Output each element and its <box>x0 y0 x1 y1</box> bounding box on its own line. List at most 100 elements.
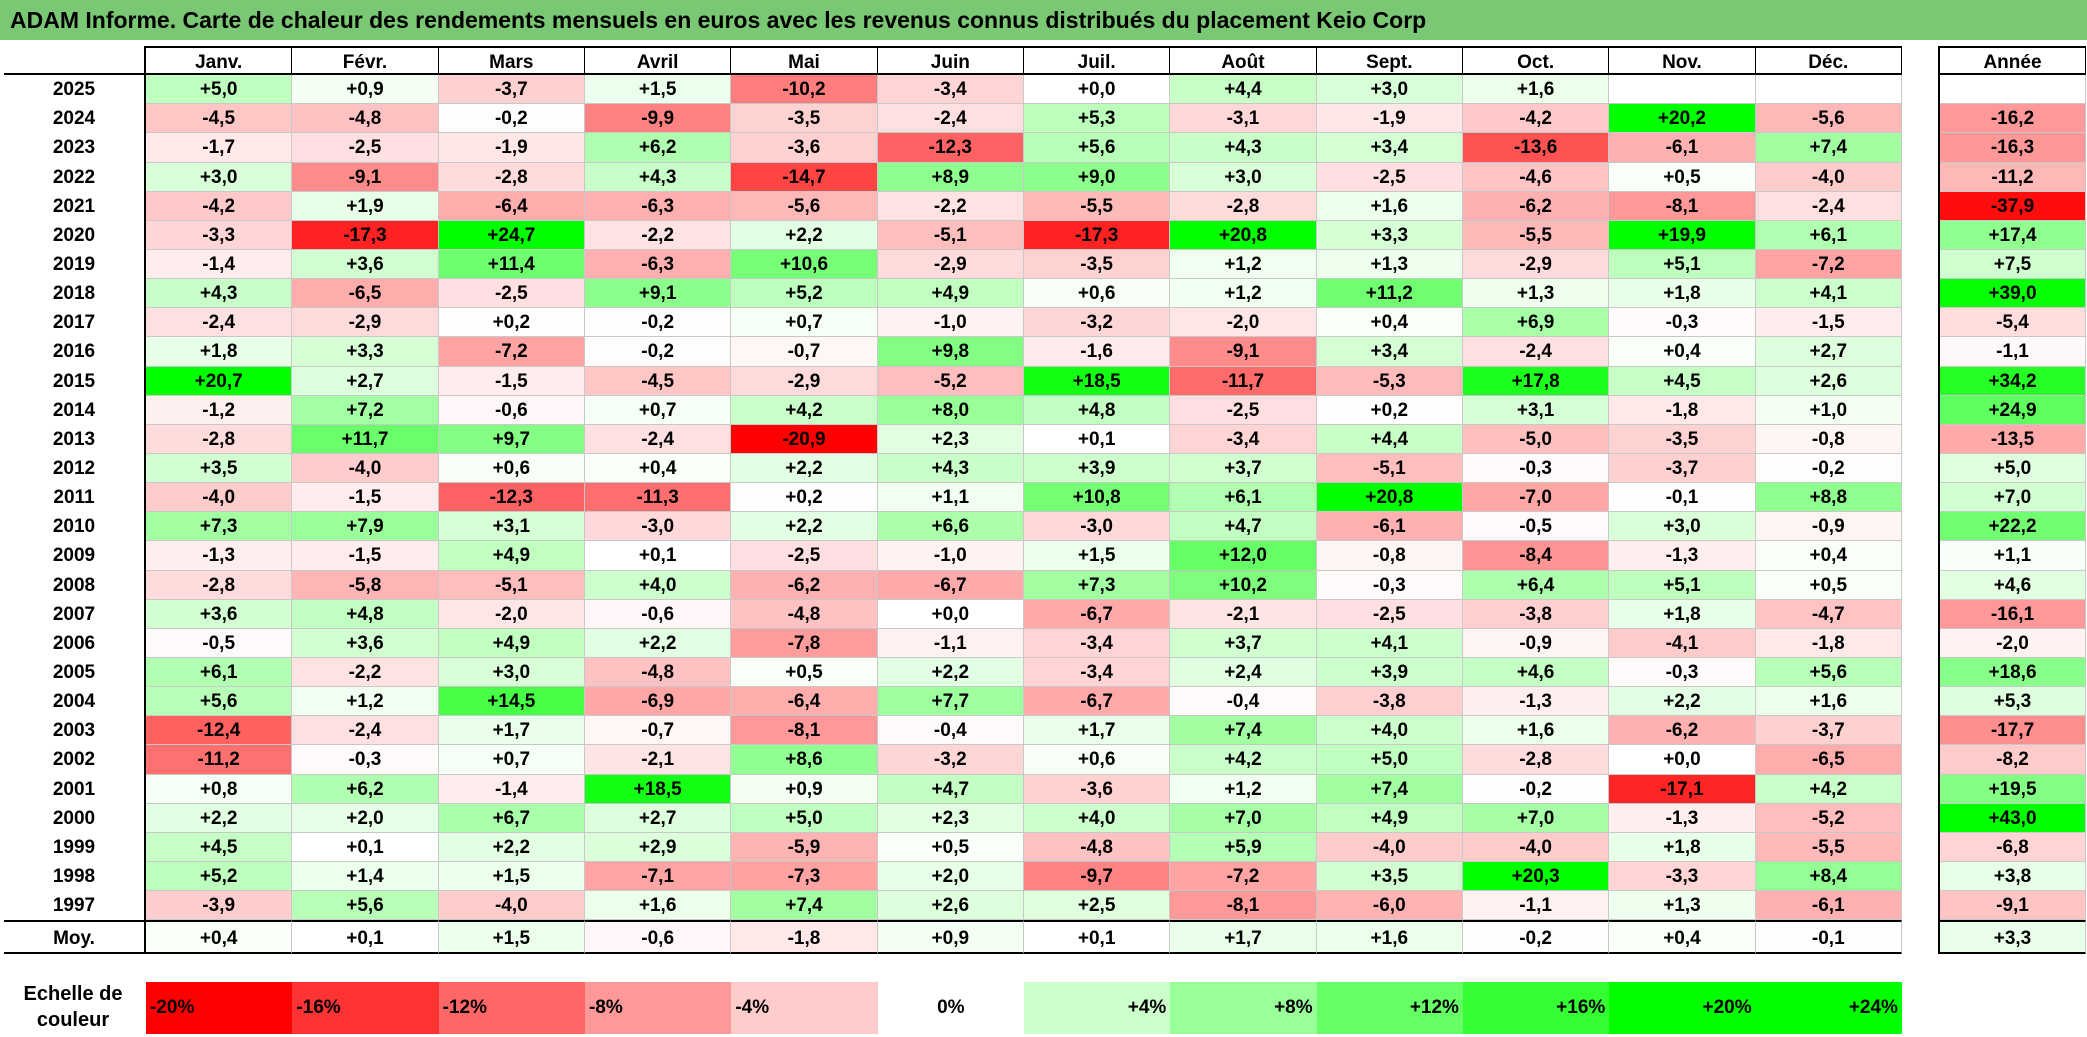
heatmap-cell: -3,5 <box>1609 424 1756 454</box>
heatmap-cell: -1,8 <box>1609 395 1756 425</box>
heatmap-cell: -8,1 <box>1170 891 1317 921</box>
heatmap-cell: -3,2 <box>1023 308 1171 338</box>
annual-column: Année -16,2 -16,3 -11,2 -37,9 +17,4 +7,5 +39,0-… <box>1938 46 2086 955</box>
heatmap-cell: -1,1 <box>877 628 1024 658</box>
year-label: 1999 <box>4 832 146 862</box>
heatmap-cell: -1,9 <box>1316 104 1463 134</box>
heatmap-cell: -5,2 <box>1755 803 1902 833</box>
annual-cell: -11,2 <box>1940 162 2086 192</box>
heatmap-cell: -11,2 <box>146 745 293 775</box>
heatmap-cell <box>1755 75 1902 105</box>
heatmap-cell: +0,2 <box>731 483 878 513</box>
heatmap-cell: -0,2 <box>1755 453 1902 484</box>
heatmap-cell: -7,2 <box>1170 861 1317 892</box>
average-cell: -1,8 <box>731 920 878 955</box>
heatmap-cell: -0,5 <box>146 628 293 658</box>
heatmap-cell: -2,5 <box>1316 599 1463 629</box>
heatmap-cell: -5,2 <box>877 366 1024 396</box>
heatmap-cell: +2,7 <box>1755 337 1902 367</box>
heatmap-cell: -1,0 <box>877 308 1024 338</box>
heatmap-cell: -0,7 <box>731 337 878 367</box>
month-header: Oct. <box>1462 46 1610 76</box>
heatmap-cell: -6,4 <box>731 687 878 717</box>
year-label: 2000 <box>4 803 146 833</box>
heatmap-cell: +20,8 <box>1316 483 1463 513</box>
heatmap-cell: -2,9 <box>1462 249 1610 280</box>
heatmap-cell: +6,2 <box>292 774 439 804</box>
heatmap-cell: -3,4 <box>1170 424 1317 454</box>
heatmap-cell: -6,5 <box>1755 745 1902 775</box>
heatmap-cell: +5,9 <box>1170 832 1317 862</box>
heatmap-cell: +6,7 <box>438 803 585 833</box>
heatmap-cell: -1,5 <box>292 483 439 513</box>
year-label: 2010 <box>4 512 146 542</box>
heatmap-cell: +20,7 <box>146 366 293 396</box>
year-label: 2021 <box>4 191 146 221</box>
heatmap-cell: +9,1 <box>584 279 732 309</box>
heatmap-cell: +7,4 <box>1755 133 1902 163</box>
heatmap-cell: -4,0 <box>1316 832 1463 862</box>
heatmap-cell: -3,1 <box>1170 104 1317 134</box>
heatmap-cell: +7,0 <box>1170 803 1317 833</box>
annual-cell: -2,0 <box>1940 628 2086 658</box>
heatmap-cell: +5,1 <box>1609 249 1756 280</box>
heatmap-cell: -1,5 <box>1755 308 1902 338</box>
heatmap-cell: -1,3 <box>1462 687 1610 717</box>
heatmap-cell: +2,4 <box>1170 657 1317 688</box>
heatmap-cell: -3,4 <box>1023 657 1171 688</box>
heatmap-cell: +8,4 <box>1755 861 1902 892</box>
heatmap-cell: -1,0 <box>877 541 1024 571</box>
month-header: Janv. <box>146 46 293 76</box>
annual-cell: +18,6 <box>1940 657 2086 688</box>
heatmap-cell: -4,8 <box>584 657 732 688</box>
heatmap-cell: +0,8 <box>146 774 293 804</box>
heatmap-cell: -1,5 <box>438 366 585 396</box>
average-cell: +0,1 <box>1023 920 1171 955</box>
year-label: 2004 <box>4 687 146 717</box>
year-label: 2002 <box>4 745 146 775</box>
heatmap-cell: -4,5 <box>584 366 732 396</box>
annual-cell: +5,3 <box>1940 687 2086 717</box>
heatmap-cell: +5,2 <box>146 861 293 892</box>
heatmap-cell: +4,5 <box>146 832 293 862</box>
heatmap-cell: -2,1 <box>584 745 732 775</box>
heatmap-cell: -1,7 <box>146 133 293 163</box>
heatmap-cell: -2,8 <box>146 424 293 454</box>
month-header: Juil. <box>1023 46 1171 76</box>
heatmap-cell: +8,6 <box>731 745 878 775</box>
heatmap-cell: -3,8 <box>1462 599 1610 629</box>
heatmap-cell: -6,2 <box>1609 716 1756 746</box>
average-cell: +0,9 <box>877 920 1024 955</box>
average-label: Moy. <box>4 920 146 955</box>
year-label: 2025 <box>4 75 146 105</box>
heatmap-cell: +4,3 <box>877 453 1024 484</box>
heatmap-cell: -5,5 <box>1462 220 1610 250</box>
heatmap-cell: +2,2 <box>146 803 293 833</box>
heatmap-cell: +2,7 <box>584 803 732 833</box>
heatmap-cell: -2,5 <box>731 541 878 571</box>
heatmap-cell: +0,7 <box>438 745 585 775</box>
heatmap-cell: -5,6 <box>1755 104 1902 134</box>
heatmap-cell: -2,4 <box>292 716 439 746</box>
year-label: 2009 <box>4 541 146 571</box>
heatmap-cell: -9,9 <box>584 104 732 134</box>
heatmap-cell: +10,2 <box>1170 570 1317 600</box>
heatmap-cell: -2,4 <box>877 104 1024 134</box>
year-label: 2013 <box>4 424 146 454</box>
heatmap-cell: +0,5 <box>1609 162 1756 192</box>
heatmap-cell: +3,0 <box>1316 75 1463 105</box>
heatmap-cell: +4,9 <box>877 279 1024 309</box>
heatmap-cell: +2,2 <box>1609 687 1756 717</box>
heatmap-cell: -3,7 <box>1755 716 1902 746</box>
heatmap-cell: -4,0 <box>1755 162 1902 192</box>
heatmap-cell: +4,1 <box>1316 628 1463 658</box>
heatmap-cell: -17,3 <box>292 220 439 250</box>
heatmap-cell: +11,7 <box>292 424 439 454</box>
heatmap-cell: +1,6 <box>1462 716 1610 746</box>
month-header: Févr. <box>292 46 439 76</box>
heatmap-cell: +5,2 <box>731 279 878 309</box>
heatmap-cell: +5,0 <box>731 803 878 833</box>
heatmap-cell: +12,0 <box>1170 541 1317 571</box>
heatmap-cell: +1,3 <box>1316 249 1463 280</box>
month-header: Mai <box>731 46 878 76</box>
